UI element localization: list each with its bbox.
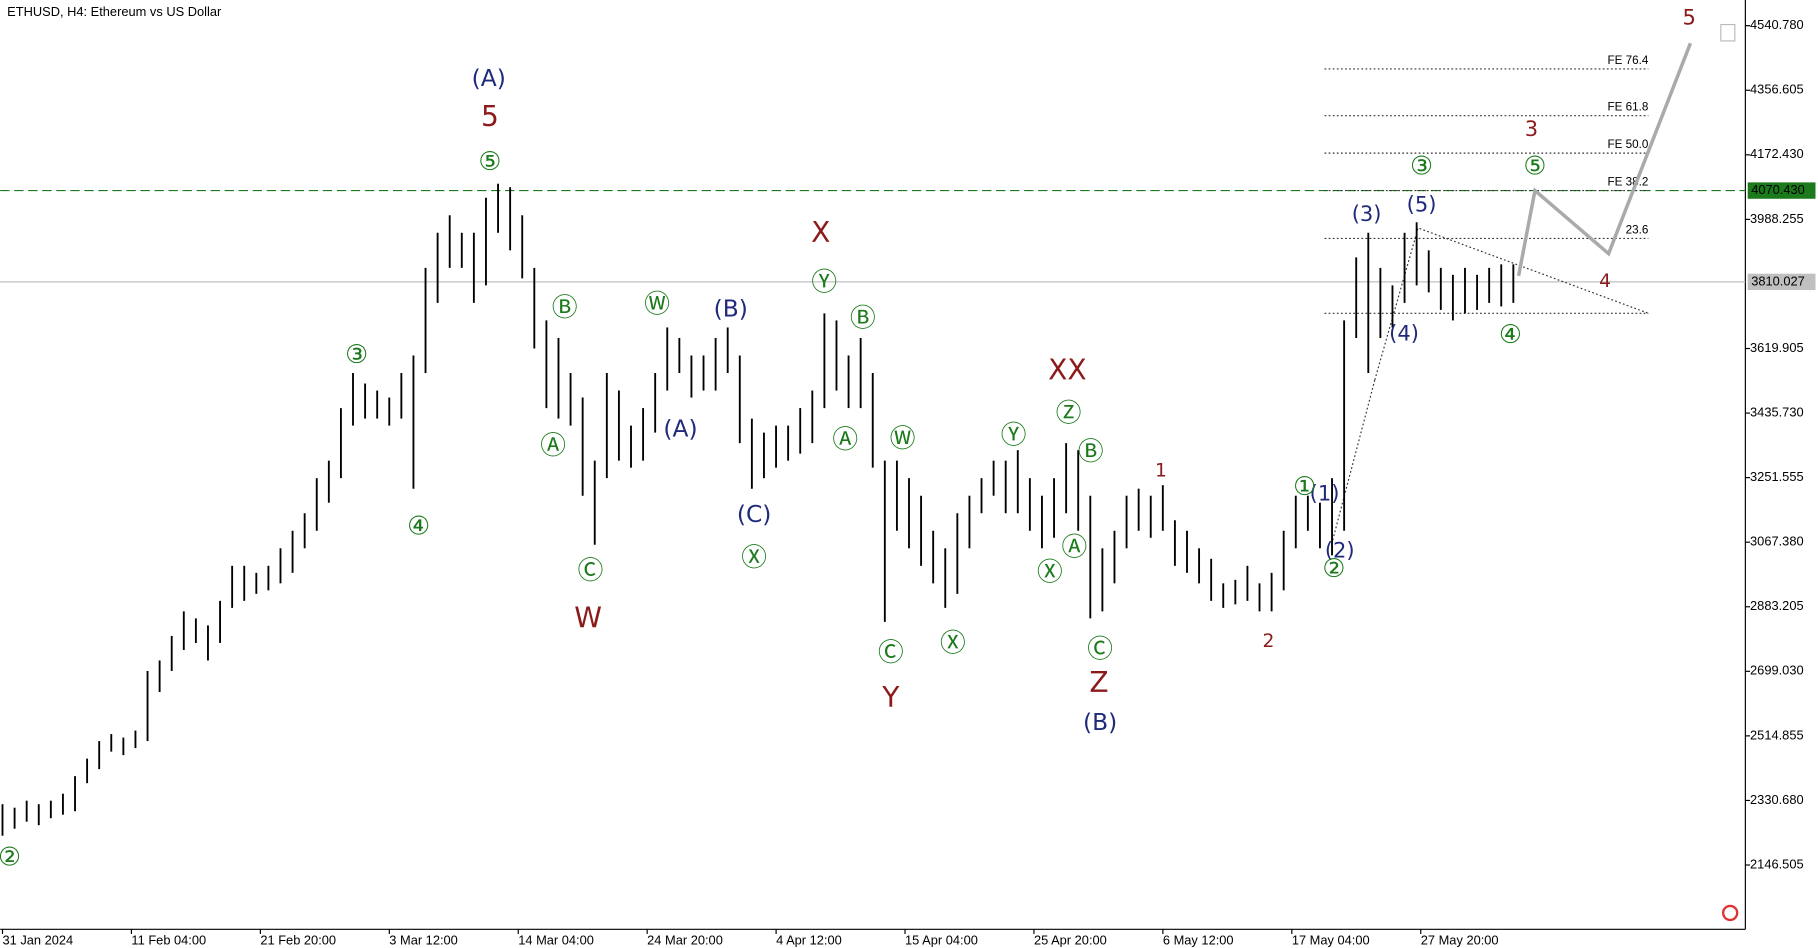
wave-label: Ⓒ <box>578 556 604 586</box>
y-tick-label: 2514.855 <box>1750 727 1804 742</box>
wave-label: Ⓐ <box>1062 533 1088 563</box>
wave-label: (B) <box>1083 708 1117 736</box>
y-tick-label: 2883.205 <box>1750 598 1804 613</box>
x-tick-label: 6 May 12:00 <box>1163 932 1234 947</box>
wave-label: Ⓒ <box>1087 634 1113 664</box>
wave-label: ① <box>1293 472 1316 502</box>
fib-label: FE 50.0 <box>1607 138 1648 151</box>
wave-label: (C) <box>737 500 772 528</box>
wave-label: ② <box>1322 554 1345 584</box>
wave-label: Y <box>881 681 900 714</box>
wave-label: 5 <box>1683 5 1696 30</box>
wave-label: X <box>811 216 830 249</box>
wave-label: Ⓨ <box>811 267 837 297</box>
y-tick-label: 2699.030 <box>1750 663 1804 678</box>
y-tick-label: 4356.605 <box>1750 82 1804 97</box>
y-tick-label: 3251.555 <box>1750 469 1804 484</box>
x-tick-label: 4 Apr 12:00 <box>776 932 842 947</box>
fib-label: FE 61.8 <box>1607 101 1648 114</box>
x-tick-label: 31 Jan 2024 <box>2 932 73 947</box>
wave-label: 1 <box>1155 461 1167 482</box>
x-tick-label: 3 Mar 12:00 <box>389 932 458 947</box>
wave-label: ⑤ <box>1523 152 1546 182</box>
wave-label: Z <box>1089 666 1108 699</box>
wave-label: (5) <box>1407 192 1437 217</box>
wave-label: Ⓦ <box>890 424 916 454</box>
fib-label: FE 76.4 <box>1607 54 1648 67</box>
y-tick-label: 3067.380 <box>1750 534 1804 549</box>
x-tick-label: 11 Feb 04:00 <box>131 932 206 947</box>
wave-label: ④ <box>407 512 430 542</box>
wave-label: XX <box>1048 354 1086 387</box>
y-tick-label: 3435.730 <box>1750 404 1804 419</box>
wave-label: 3 <box>1525 116 1538 141</box>
y-tick-label: 3988.255 <box>1750 211 1804 226</box>
wave-label: (4) <box>1389 320 1419 345</box>
x-tick-label: 14 Mar 04:00 <box>518 932 594 947</box>
wave-label: Ⓐ <box>540 431 566 461</box>
x-tick-label: 24 Mar 20:00 <box>647 932 723 947</box>
fib-label: FE 38.2 <box>1607 175 1648 188</box>
wave-label: Ⓑ <box>1078 437 1104 467</box>
x-tick-label: 25 Apr 20:00 <box>1034 932 1107 947</box>
x-tick-label: 21 Feb 20:00 <box>260 932 336 947</box>
wave-label: (B) <box>714 294 748 322</box>
wave-label: Ⓨ <box>1001 421 1027 451</box>
price-level-label: 4070.430 <box>1751 182 1805 197</box>
wave-label: Ⓩ <box>1056 398 1082 428</box>
wave-label: Ⓐ <box>832 425 858 455</box>
wave-label: ③ <box>1410 152 1433 182</box>
wave-label: Ⓦ <box>644 290 670 320</box>
fib-label: 23.6 <box>1626 223 1649 236</box>
price-level-box <box>1747 182 1816 199</box>
wave-label: (A) <box>472 64 506 92</box>
alert-icon[interactable] <box>1721 904 1739 922</box>
wave-label: 4 <box>1599 271 1611 292</box>
wave-label: Ⓧ <box>1037 557 1063 587</box>
wave-label: Ⓒ <box>878 638 904 668</box>
chart-title: ETHUSD, H4: Ethereum vs US Dollar <box>7 4 222 19</box>
wave-label: Ⓑ <box>552 293 578 323</box>
triangle-line <box>1332 379 1376 541</box>
wave-label: ⑤ <box>478 147 501 177</box>
price-level-box <box>1747 273 1816 291</box>
y-tick-label: 4540.780 <box>1750 17 1804 32</box>
wave-label: Ⓧ <box>940 629 966 659</box>
x-tick-label: 27 May 20:00 <box>1421 932 1499 947</box>
wave-label: (3) <box>1352 201 1382 226</box>
y-tick-label: 3619.905 <box>1750 340 1804 355</box>
wave-label: 2 <box>1262 631 1274 652</box>
wave-label: 5 <box>481 100 499 133</box>
y-tick-label: 4172.430 <box>1750 146 1804 161</box>
scroll-icon[interactable] <box>1720 23 1736 42</box>
x-tick-label: 17 May 04:00 <box>1292 932 1370 947</box>
wave-label: ③ <box>345 340 368 370</box>
x-tick-label: 15 Apr 04:00 <box>905 932 978 947</box>
y-tick-label: 2146.505 <box>1750 856 1804 871</box>
y-tick-label: 2330.680 <box>1750 792 1804 807</box>
wave-label: (1) <box>1310 480 1340 505</box>
wave-label: Ⓧ <box>741 543 767 573</box>
wave-label: Ⓑ <box>850 304 876 334</box>
wave-label: (A) <box>663 415 697 443</box>
wave-label: W <box>574 602 602 635</box>
wave-label: ② <box>0 842 21 872</box>
wave-label: (2) <box>1325 538 1355 563</box>
wave-label: ④ <box>1499 320 1522 350</box>
price-level-label: 3810.027 <box>1751 273 1805 288</box>
projection-path <box>1516 42 1693 277</box>
